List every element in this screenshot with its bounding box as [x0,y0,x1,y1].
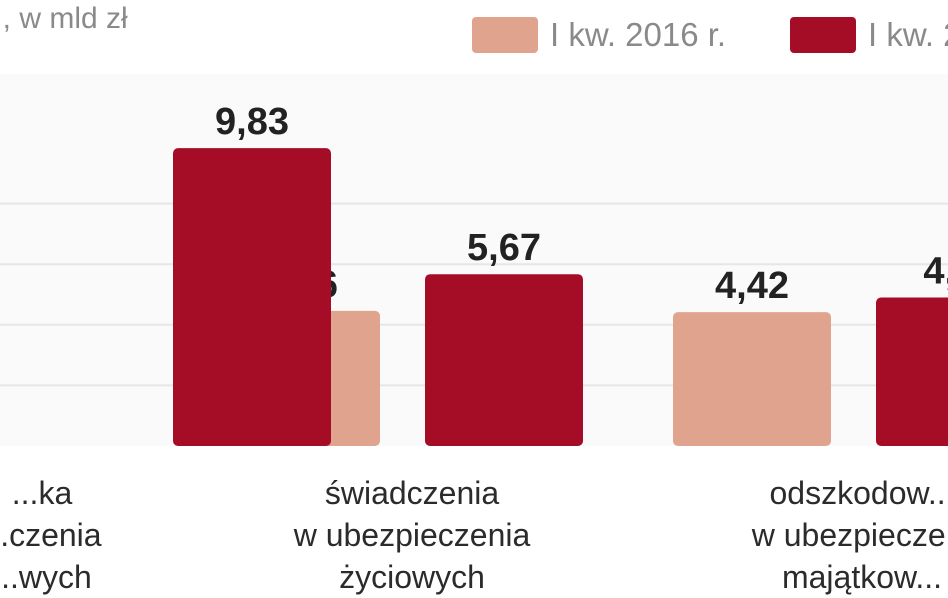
category-label-2-line-3: życiowych [339,559,485,595]
category-label-1-line-1: ...ka [11,475,73,511]
category-label-1-line-2: ...czenia [0,517,102,553]
legend-label-series-2: I kw. 2... [868,16,948,53]
data-label-series-2-category-3: 4,... [923,251,948,293]
legend-swatch-series-2 [790,17,856,53]
data-label-series-1-category-3: 4,42 [715,265,789,307]
data-label-series-2-category-2: 5,67 [467,227,541,269]
bar-series-2-category-1 [173,148,331,446]
legend-swatch-series-1 [472,17,538,53]
category-label-3-line-2: w ubezpiecze... [751,517,948,553]
legend-item-series-1: I kw. 2016 r. [472,14,726,56]
category-label-2-line-1: świadczenia [324,475,500,511]
legend-label-series-1: I kw. 2016 r. [550,16,727,53]
chart-subtitle: r., w mld zł [0,2,128,35]
category-label-2-line-2: w ubezpieczenia [293,517,531,553]
bar-series-2-category-3 [876,297,948,446]
category-label-2: świadczenia w ubezpieczenia życiowych [242,472,582,598]
legend-item-series-2: I kw. 2... [790,14,948,56]
category-label-1-line-3: ...wych [0,559,92,595]
category-label-3-line-1: odszkodow... [769,475,948,511]
bar-series-2-category-2 [425,274,583,446]
bar-series-1-category-3 [673,312,831,446]
category-label-1: ...ka ...czenia ...wych [0,472,212,598]
category-label-3-line-3: majątkow... [781,559,943,595]
category-label-3: odszkodow... w ubezpiecze... majątkow... [692,472,948,598]
data-label-series-2-category-1: 9,83 [215,101,289,143]
